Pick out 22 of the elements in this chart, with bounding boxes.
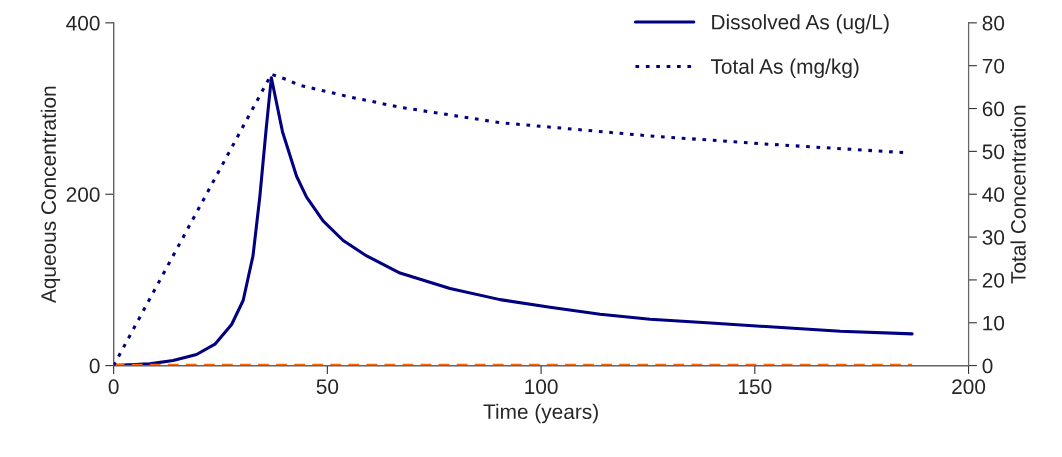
x-axis-title: Time (years)	[483, 403, 598, 424]
y-tick-label: 200	[66, 187, 100, 202]
y-axis-title: Aqueous Concentration	[40, 86, 61, 304]
x-tick-label: 0	[108, 379, 119, 395]
legend-label: Dissolved As (ug/L)	[712, 14, 889, 34]
y2-tick-label: 20	[982, 272, 1005, 288]
y2-tick-label: 80	[982, 15, 1005, 31]
y2-tick-label: 50	[982, 144, 1005, 160]
y2-axis-title: Total Concentration	[1010, 105, 1026, 284]
y-tick-label: 400	[66, 15, 100, 31]
y2-tick-label: 40	[982, 187, 1005, 202]
x-tick-label: 50	[316, 379, 339, 395]
y2-tick-label: 60	[982, 101, 1005, 117]
y2-tick-label: 30	[982, 230, 1005, 245]
y-tick-label: 0	[89, 358, 100, 374]
y2-tick-label: 70	[982, 58, 1005, 74]
x-tick-label: 200	[952, 379, 986, 395]
y2-tick-label: 0	[982, 358, 993, 374]
x-tick-label: 100	[525, 379, 558, 395]
legend-label: Total As (mg/kg)	[710, 58, 859, 79]
y2-tick-label: 10	[983, 315, 1005, 331]
x-tick-label: 150	[739, 379, 772, 395]
